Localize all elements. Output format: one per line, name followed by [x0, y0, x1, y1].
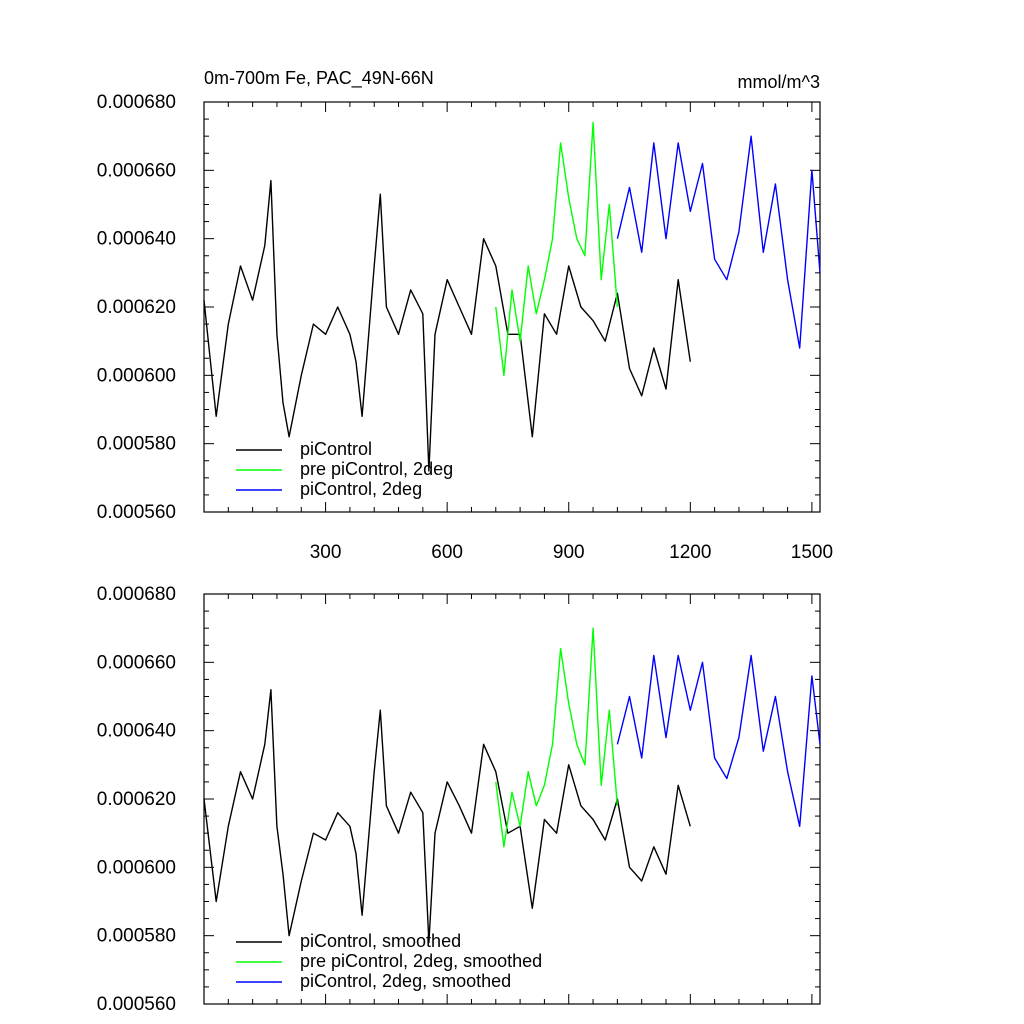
legend-label: piControl [300, 439, 372, 459]
y-tick-label: 0.000600 [97, 365, 176, 386]
top-panel: 0.000560 0.000580 0.000600 0.000620 0.000640… [97, 92, 833, 563]
y-tick-label: 0.000560 [97, 994, 176, 1015]
plot-frame [203, 101, 821, 513]
units-label: mmol/m^3 [738, 72, 820, 92]
y-tick-label: 0.000680 [97, 584, 176, 605]
series-line-picontrol-smoothed [203, 689, 691, 944]
y-tick-label: 0.000660 [97, 652, 176, 673]
chart-title: 0m-700m Fe, PAC_49N-66N [204, 68, 434, 89]
x-tick-label: 1200 [669, 542, 711, 563]
x-tick-label: 300 [310, 542, 342, 563]
series-line-pre-picontrol-2deg [495, 121, 619, 376]
legend-label: piControl, 2deg [300, 479, 422, 499]
series-line-pre-picontrol-2deg-smoothed [495, 627, 619, 848]
bottom-panel: 0.000560 0.000580 0.000600 0.000620 0.000640… [97, 584, 821, 1015]
y-tick-label: 0.000620 [97, 297, 176, 318]
series-line-picontrol-2deg-smoothed [616, 654, 821, 827]
plot-frame [203, 593, 821, 1005]
x-tick-label: 900 [553, 542, 585, 563]
legend-label: pre piControl, 2deg, smoothed [300, 951, 542, 971]
series-line-picontrol-2deg [616, 135, 821, 349]
y-tick-label: 0.000640 [97, 229, 176, 250]
y-tick-label: 0.000600 [97, 857, 176, 878]
x-tick-label: 1500 [791, 542, 833, 563]
legend-label: pre piControl, 2deg [300, 459, 453, 479]
y-tick-label: 0.000660 [97, 160, 176, 181]
legend-label: piControl, 2deg, smoothed [300, 971, 511, 991]
x-tick-label: 600 [431, 542, 463, 563]
y-tick-label: 0.000640 [97, 721, 176, 742]
y-tick-label: 0.000680 [97, 92, 176, 113]
series-line-picontrol [203, 179, 691, 472]
legend-label: piControl, smoothed [300, 931, 461, 951]
y-tick-label: 0.000580 [97, 434, 176, 455]
y-tick-label: 0.000620 [97, 789, 176, 810]
y-tick-label: 0.000560 [97, 502, 176, 523]
y-tick-label: 0.000580 [97, 926, 176, 947]
